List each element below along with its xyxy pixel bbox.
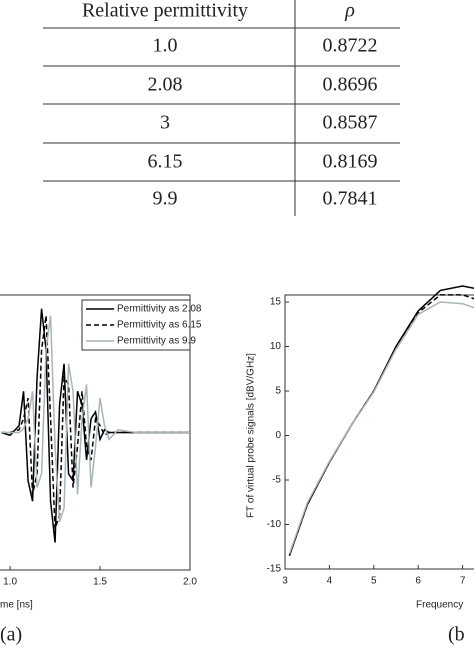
table-cell: 0.8169 [323, 151, 378, 173]
y-tick-label: 5 [275, 386, 281, 397]
series-line [288, 301, 474, 555]
x-tick-label: 3 [282, 576, 288, 587]
panel-label: (b [448, 624, 465, 646]
x-tick-label: 1.0 [3, 577, 17, 588]
x-axis-label: Frequency [416, 600, 463, 611]
table-cell: 9.9 [153, 188, 178, 210]
y-tick-label: -15 [267, 564, 282, 575]
table-cell: 6.15 [148, 151, 183, 173]
x-tick-label: 6 [415, 576, 421, 587]
series-line [1, 315, 190, 523]
x-tick-label: 2.0 [183, 577, 197, 588]
table-cell: 0.8696 [323, 74, 378, 96]
table-cell: 2.08 [148, 74, 183, 96]
legend-label: Permittivity as 9.9 [117, 336, 196, 347]
legend-label: Permittivity as 6.15 [117, 320, 202, 331]
table-cell: 0.8722 [323, 35, 378, 57]
table-cell: 0.8587 [323, 112, 378, 134]
series-line [288, 294, 474, 556]
x-tick-label: 4 [327, 576, 333, 587]
y-tick-label: 10 [270, 341, 282, 352]
y-tick-label: -5 [272, 475, 281, 486]
table-cell: 0.7841 [323, 188, 378, 210]
x-tick-label: 1.5 [93, 577, 107, 588]
table-header: ρ [344, 0, 355, 22]
table-cell: 1.0 [153, 35, 178, 57]
x-axis-label: me [ns] [0, 600, 33, 611]
x-tick-label: 7 [460, 576, 466, 587]
plot-area [0, 308, 190, 543]
plot-frame [284, 294, 474, 570]
y-tick-label: 15 [270, 297, 282, 308]
table-header: Relative permittivity [82, 0, 248, 22]
panel-label: (a) [0, 624, 22, 646]
x-tick-label: 5 [371, 576, 377, 587]
y-tick-label: -10 [267, 519, 282, 530]
table-cell: 3 [160, 112, 170, 134]
y-tick-label: 0 [275, 430, 281, 441]
series-line [288, 285, 474, 556]
legend-label: Permittivity as 2.08 [117, 304, 202, 315]
y-axis-label: FT of virtual probe signals [dBV/GHz] [246, 353, 257, 518]
